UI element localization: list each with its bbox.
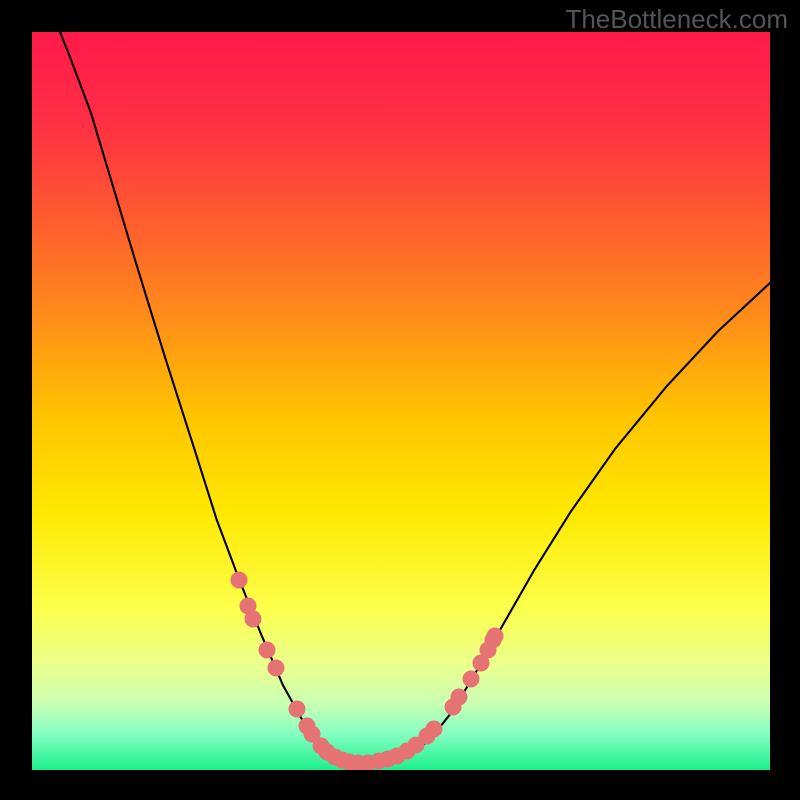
scatter-marker	[267, 660, 284, 677]
watermark-text: TheBottleneck.com	[565, 4, 788, 35]
scatter-marker	[258, 642, 275, 659]
scatter-marker	[230, 571, 247, 588]
scatter-marker	[451, 688, 468, 705]
scatter-marker	[487, 627, 504, 644]
scatter-marker	[288, 701, 305, 718]
curve-line	[32, 32, 770, 770]
scatter-marker	[244, 611, 261, 628]
scatter-marker	[426, 720, 443, 737]
chart-plot-area	[32, 32, 770, 770]
scatter-marker	[463, 671, 480, 688]
